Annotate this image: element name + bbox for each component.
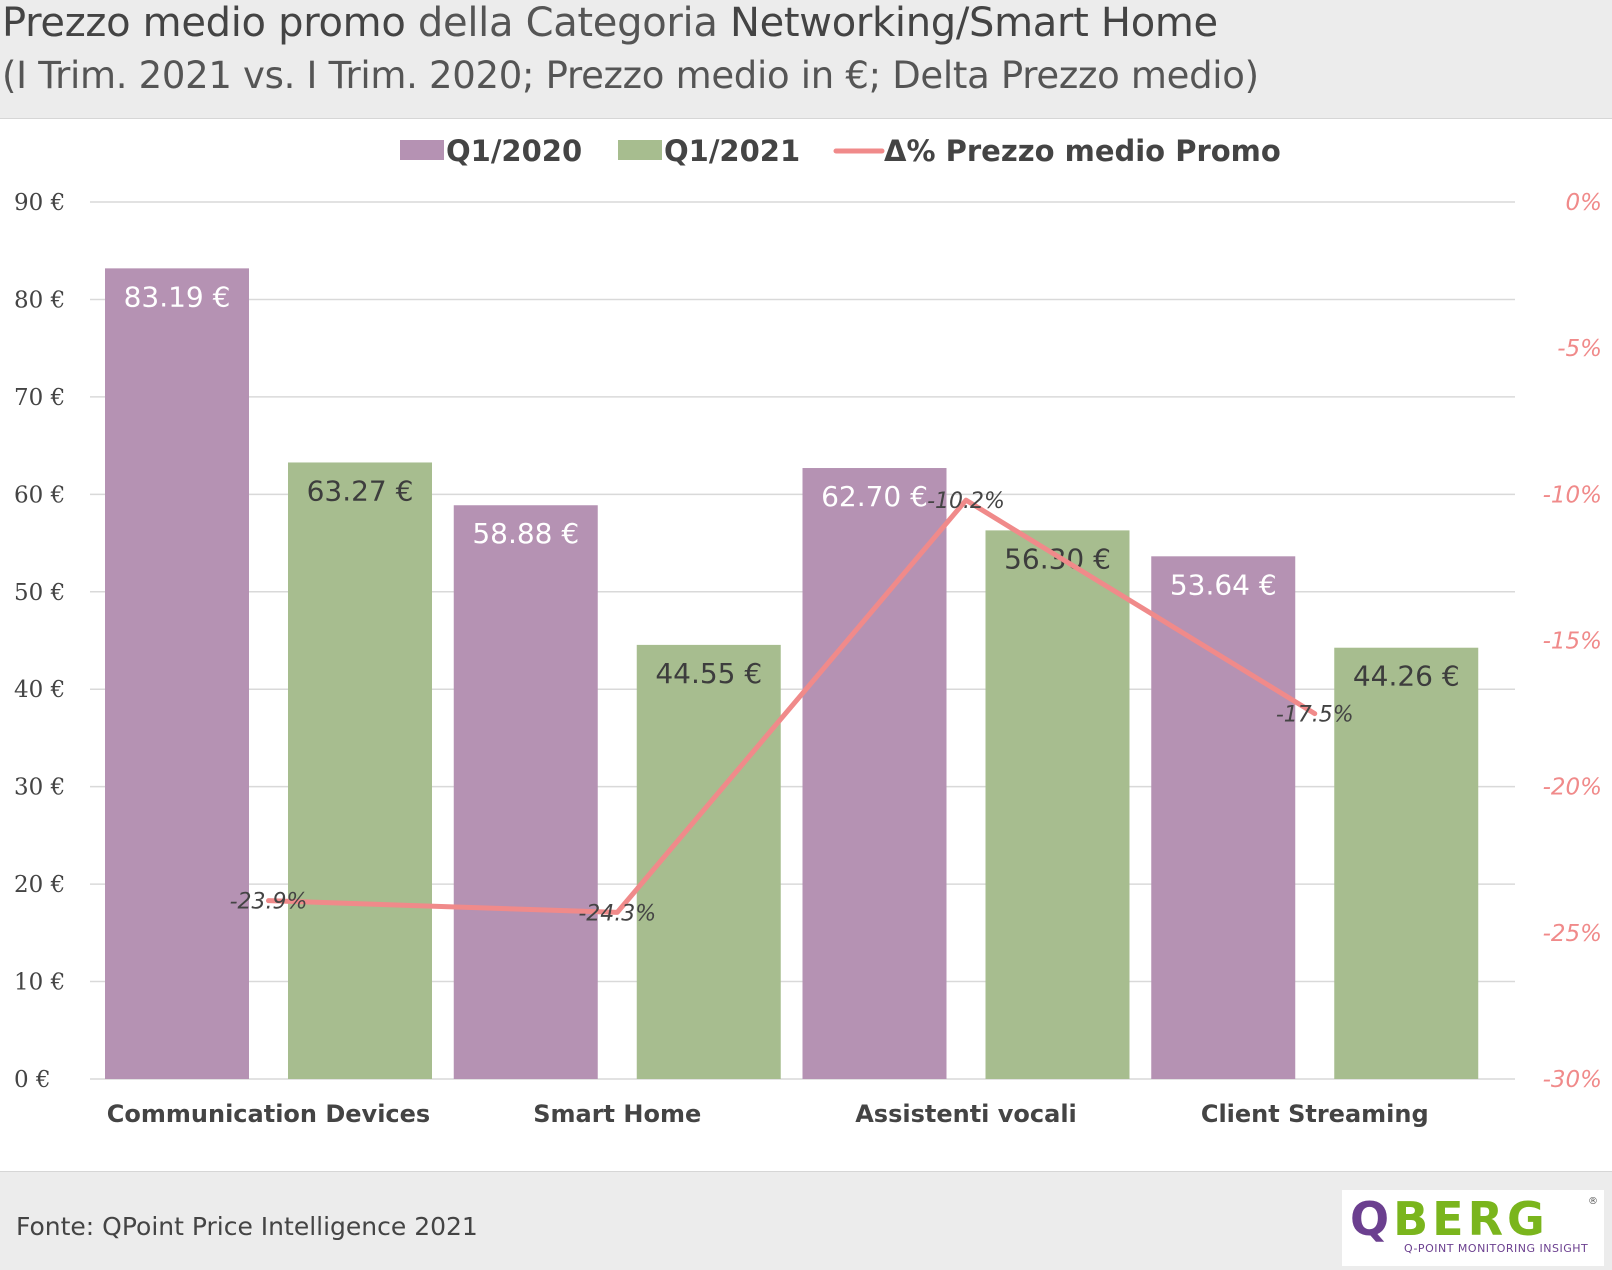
legend-swatch-q1-2020 <box>400 140 444 160</box>
y-left-tick-label: 70 € <box>14 385 65 411</box>
bar-value-label: 83.19 € <box>124 280 231 313</box>
bar-q1-2020 <box>453 505 598 1080</box>
bar-q1-2020 <box>1151 556 1296 1079</box>
logo-registered: ® <box>1588 1196 1598 1207</box>
y-left-tick-label: 0 € <box>14 1067 51 1093</box>
y-left-tick-label: 20 € <box>14 872 65 898</box>
legend-label-q1-2020: Q1/2020 <box>446 134 582 168</box>
y-right-tick-label: -5% <box>1557 336 1602 362</box>
y-right-tick-label: -15% <box>1543 629 1602 655</box>
chart-panel: 0 € 10 € 20 € 30 € 40 € 50 € 60 € 70 € 80 € 90 € 0… <box>0 118 1612 1172</box>
delta-data-label: -10.2% <box>927 489 1005 514</box>
x-category-label: Client Streaming <box>1201 1100 1429 1128</box>
x-category-label: Communication Devices <box>107 1100 430 1128</box>
bar-q1-2021 <box>1334 647 1479 1079</box>
delta-data-label: -24.3% <box>578 901 656 926</box>
bar-value-label: 63.27 € <box>307 474 414 507</box>
legend-label-q1-2021: Q1/2021 <box>664 134 800 168</box>
y-right-tick-label: 0% <box>1566 190 1603 216</box>
bar-q1-2021 <box>985 530 1130 1079</box>
bar-value-label: 53.64 € <box>1170 568 1277 601</box>
x-category-label: Assistenti vocali <box>855 1100 1077 1128</box>
logo-tagline: Q-POINT MONITORING INSIGHT <box>1404 1242 1589 1255</box>
y-left-tick-label: 10 € <box>14 970 65 996</box>
y-left-tick-label: 80 € <box>14 287 65 313</box>
legend-swatch-q1-2021 <box>618 140 662 160</box>
bar-q1-2020 <box>105 268 249 1079</box>
y-left-tick-label: 90 € <box>14 190 65 216</box>
bar-value-label: 58.88 € <box>472 517 579 550</box>
title-part-1: Prezzo medio promo <box>2 0 406 46</box>
y-right-tick-label: -25% <box>1543 921 1602 947</box>
chart-title: Prezzo medio promo della Categoria Netwo… <box>2 0 1218 46</box>
bar-value-label: 44.55 € <box>655 657 762 690</box>
logo-letter-q: Q <box>1350 1192 1394 1246</box>
y-right-tick-label: -20% <box>1543 775 1602 801</box>
y-right-tick-label: -30% <box>1543 1067 1602 1093</box>
title-part-2: della Categoria <box>405 0 730 46</box>
delta-data-label: -17.5% <box>1276 703 1354 728</box>
bar-value-label: 62.70 € <box>821 480 928 513</box>
delta-data-label: -23.9% <box>230 890 308 915</box>
bar-q1-2020 <box>802 468 947 1080</box>
qberg-logo: QBERG Q-POINT MONITORING INSIGHT ® <box>1342 1190 1604 1266</box>
source-note: Fonte: QPoint Price Intelligence 2021 <box>16 1212 478 1241</box>
delta-line <box>266 497 1318 915</box>
x-category-label: Smart Home <box>533 1100 701 1128</box>
title-part-3: Networking/Smart Home <box>729 0 1218 46</box>
y-left-tick-label: 50 € <box>14 580 65 606</box>
chart-subtitle: (I Trim. 2021 vs. I Trim. 2020; Prezzo m… <box>2 54 1259 97</box>
y-left-tick-label: 30 € <box>14 775 65 801</box>
y-left-tick-label: 60 € <box>14 482 65 508</box>
logo-letters-berg: BERG <box>1393 1192 1549 1246</box>
combo-chart: 0 € 10 € 20 € 30 € 40 € 50 € 60 € 70 € 80 € 90 € 0… <box>14 134 1603 1128</box>
logo-wordmark: QBERG <box>1350 1194 1549 1244</box>
legend-label-delta: Δ% Prezzo medio Promo <box>884 134 1281 168</box>
bar-q1-2021 <box>288 462 432 1079</box>
y-right-tick-label: -10% <box>1543 482 1602 508</box>
y-left-tick-label: 40 € <box>14 677 65 703</box>
bar-value-label: 44.26 € <box>1353 660 1460 693</box>
chart-header: Prezzo medio promo della Categoria Netwo… <box>0 0 1612 118</box>
